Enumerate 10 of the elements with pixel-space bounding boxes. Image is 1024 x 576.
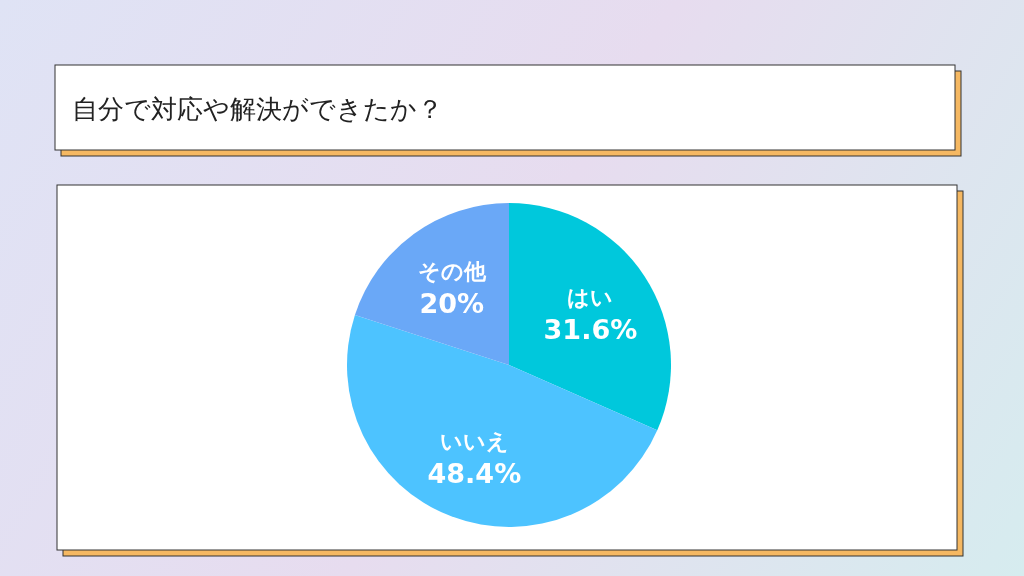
pie-slice [354,203,509,365]
pie-slice [347,314,658,527]
pie-slice [509,203,671,431]
slice-label: いいえ [439,428,509,454]
data-label: 48.4% [427,457,522,489]
slice-label: はい [567,284,614,310]
data-label: 31.6% [543,313,638,345]
chart-title: 自分で対応や解決ができたか？ [72,94,443,124]
data-label: 20% [419,288,485,320]
slice-label: その他 [417,259,487,285]
